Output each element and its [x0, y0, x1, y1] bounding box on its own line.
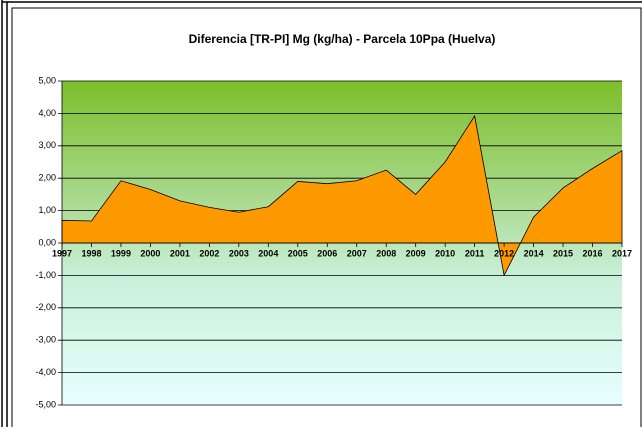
- y-tick-label: 5,00: [38, 75, 56, 85]
- x-tick-label: 2011: [465, 248, 485, 258]
- x-tick-label: 2012: [494, 248, 514, 258]
- x-tick-label: 2003: [229, 248, 249, 258]
- x-tick-label: 2016: [583, 248, 603, 258]
- y-tick-label: -4,00: [35, 367, 56, 377]
- x-tick-label: 2006: [317, 248, 337, 258]
- x-tick-label: 2015: [553, 248, 573, 258]
- x-tick-label: 2014: [524, 248, 544, 258]
- y-tick-label: -3,00: [35, 335, 56, 345]
- y-tick-label: 1,00: [38, 205, 56, 215]
- y-tick-label: 0,00: [38, 237, 56, 247]
- y-tick-label: 4,00: [38, 108, 56, 118]
- x-tick-label: 1999: [111, 248, 131, 258]
- area: [61, 114, 623, 277]
- y-tick-label: -2,00: [35, 302, 56, 312]
- x-tick-label: 1998: [81, 248, 101, 258]
- x-tick-label: 2005: [288, 248, 308, 258]
- x-tick-label: 2009: [406, 248, 426, 258]
- x-tick-label: 2010: [435, 248, 455, 258]
- y-tick-label: 2,00: [38, 173, 56, 183]
- y-tick-label: -5,00: [35, 399, 56, 409]
- x-tick-label: 2002: [199, 248, 219, 258]
- y-tick-label: -1,00: [35, 270, 56, 280]
- x-tick-label: 2017: [612, 248, 632, 258]
- x-tick-label: 2001: [170, 248, 190, 258]
- x-tick-label: 2007: [347, 248, 367, 258]
- x-tick-label: 2004: [258, 248, 278, 258]
- x-tick-label: 2000: [140, 248, 160, 258]
- x-tick-label: 2008: [376, 248, 396, 258]
- x-tick-label: 1997: [52, 248, 72, 258]
- y-tick-label: 3,00: [38, 140, 56, 150]
- chart-title: Diferencia [TR-PI] Mg (kg/ha) - Parcela …: [189, 32, 496, 46]
